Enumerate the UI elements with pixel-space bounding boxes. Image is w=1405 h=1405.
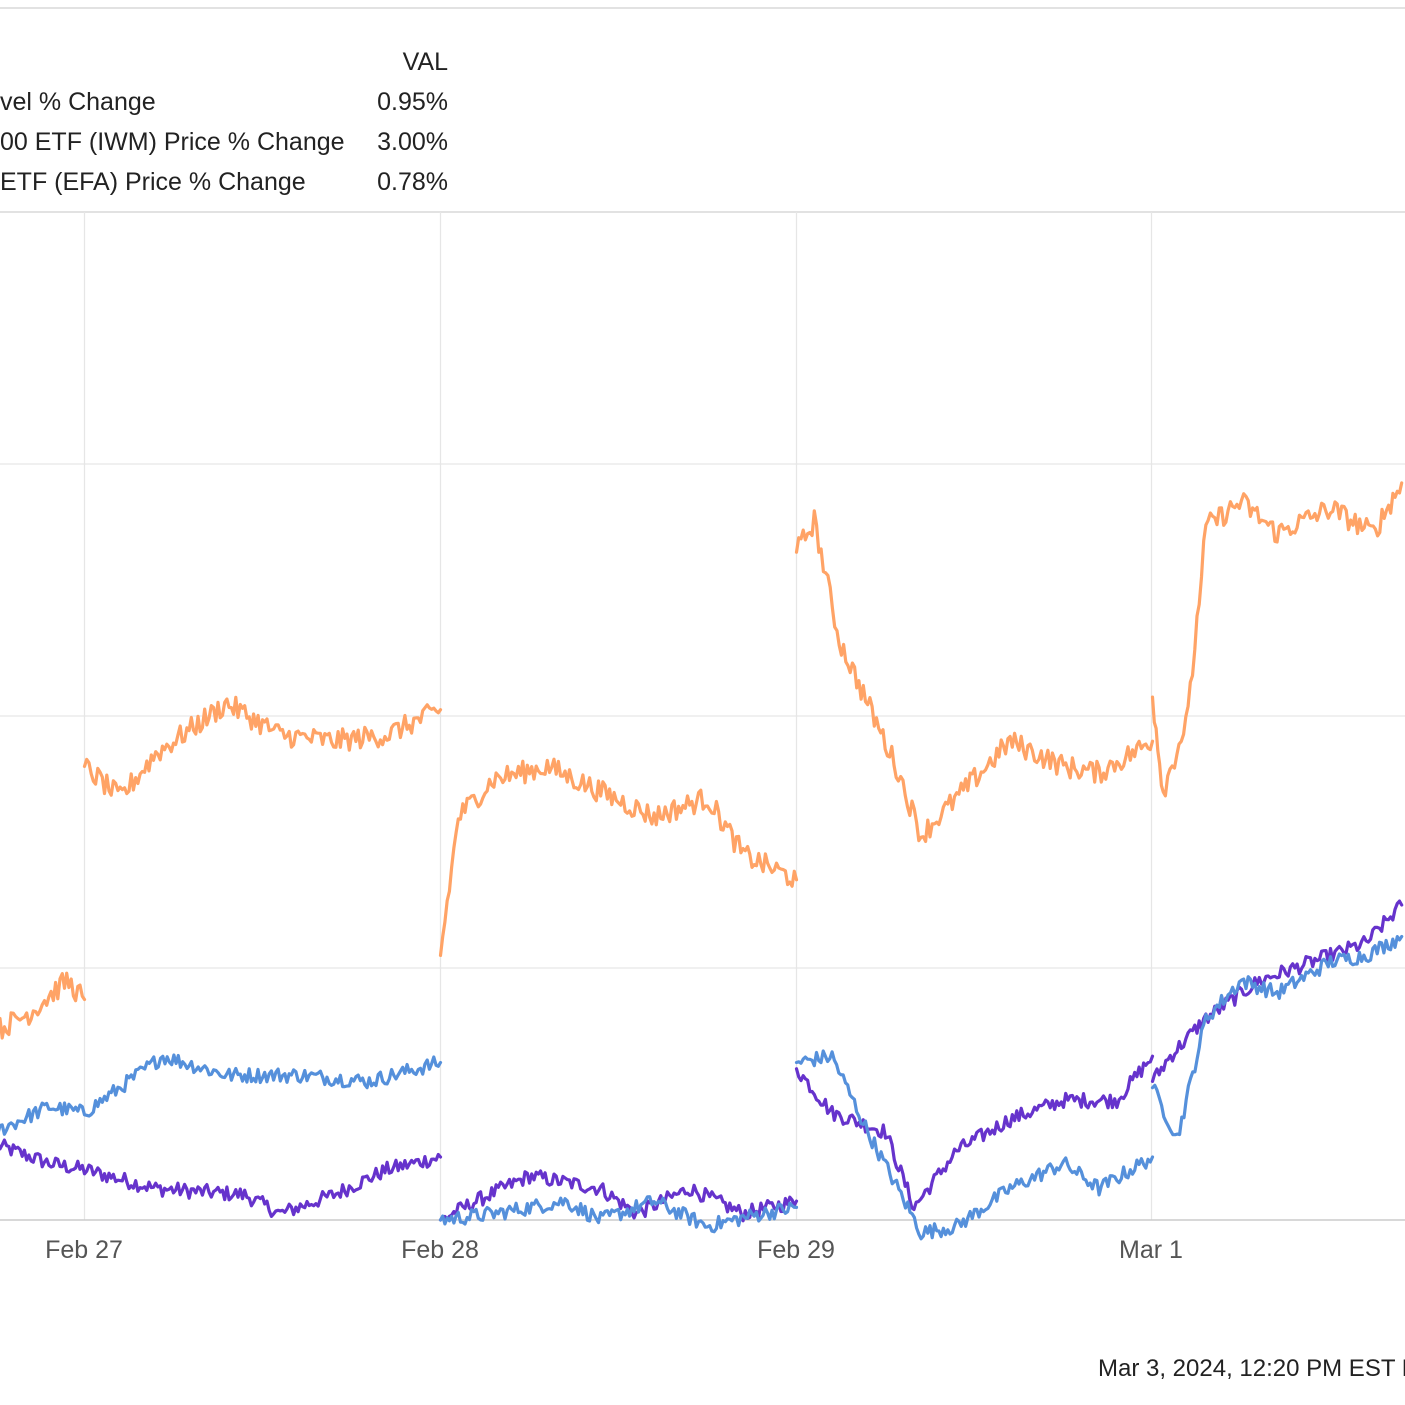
series-line-iwm-segment-2	[438, 757, 799, 957]
vertical-gridlines	[83, 212, 1153, 1220]
series-line-efa-segment-0	[0, 1053, 443, 1136]
legend-value-iwm: 3.00%	[377, 128, 448, 156]
series-line-level-segment-0	[0, 1138, 443, 1218]
series-iwm	[0, 481, 1404, 1040]
legend-header-value: VAL	[403, 48, 448, 76]
x-tick-label: Feb 27	[45, 1236, 123, 1264]
series-line-iwm-segment-3	[794, 509, 1155, 843]
series-line-level-segment-2	[794, 1054, 1155, 1212]
x-tick-label: Feb 28	[401, 1236, 479, 1264]
series-line-efa-segment-2	[794, 1049, 1155, 1241]
x-tick-label: Feb 29	[757, 1236, 835, 1264]
series-line-efa-segment-3	[1150, 934, 1404, 1137]
series-line-iwm-segment-1	[82, 695, 443, 797]
series-line-iwm-segment-0	[0, 971, 87, 1040]
legend-value-level: 0.95%	[377, 88, 448, 116]
series-line-level-segment-3	[1150, 899, 1404, 1083]
legend-label-level: vel % Change	[0, 88, 156, 116]
legend-label-iwm: 00 ETF (IWM) Price % Change	[0, 128, 345, 156]
series-level	[0, 899, 1404, 1223]
legend-label-efa: ETF (EFA) Price % Change	[0, 168, 306, 196]
horizontal-gridlines	[0, 463, 1405, 969]
x-tick-label: Mar 1	[1119, 1236, 1183, 1264]
series-layer	[0, 481, 1404, 1241]
legend-table: VAL vel % Change 0.95% 00 ETF (IWM) Pric…	[0, 48, 448, 196]
series-line-level-segment-1	[438, 1169, 799, 1223]
series-line-efa-segment-1	[438, 1195, 799, 1234]
footer-timestamp: Mar 3, 2024, 12:20 PM EST Po	[1098, 1355, 1405, 1382]
series-efa	[0, 934, 1404, 1241]
series-line-iwm-segment-4	[1150, 481, 1404, 798]
legend-value-efa: 0.78%	[377, 168, 448, 196]
x-tick-labels: Feb 27 Feb 28 Feb 29 Mar 1	[45, 1236, 1183, 1264]
